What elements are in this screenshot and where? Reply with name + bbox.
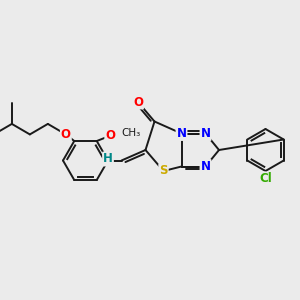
Text: O: O (133, 95, 143, 109)
Text: H: H (103, 152, 113, 166)
Text: CH₃: CH₃ (122, 128, 141, 138)
Text: S: S (159, 164, 168, 178)
Text: N: N (200, 160, 211, 173)
Text: N: N (176, 127, 187, 140)
Text: O: O (61, 128, 71, 141)
Text: N: N (200, 127, 211, 140)
Text: Cl: Cl (259, 172, 272, 185)
Text: O: O (105, 129, 115, 142)
